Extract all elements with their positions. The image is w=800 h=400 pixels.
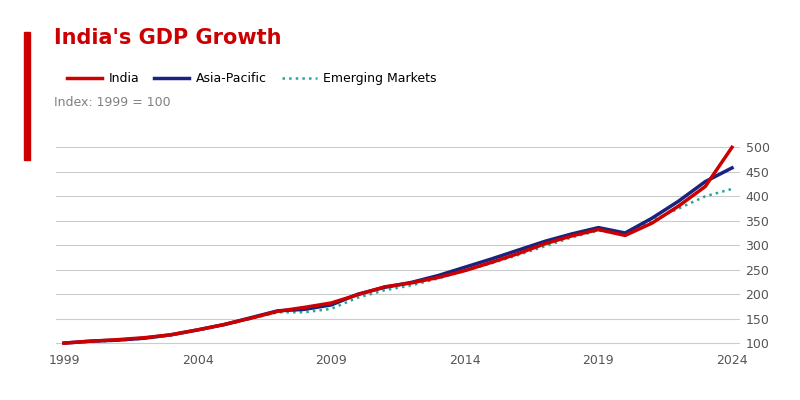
Legend: India, Asia-Pacific, Emerging Markets: India, Asia-Pacific, Emerging Markets bbox=[62, 67, 442, 90]
Text: Index: 1999 = 100: Index: 1999 = 100 bbox=[54, 96, 171, 109]
Text: India's GDP Growth: India's GDP Growth bbox=[54, 28, 282, 48]
